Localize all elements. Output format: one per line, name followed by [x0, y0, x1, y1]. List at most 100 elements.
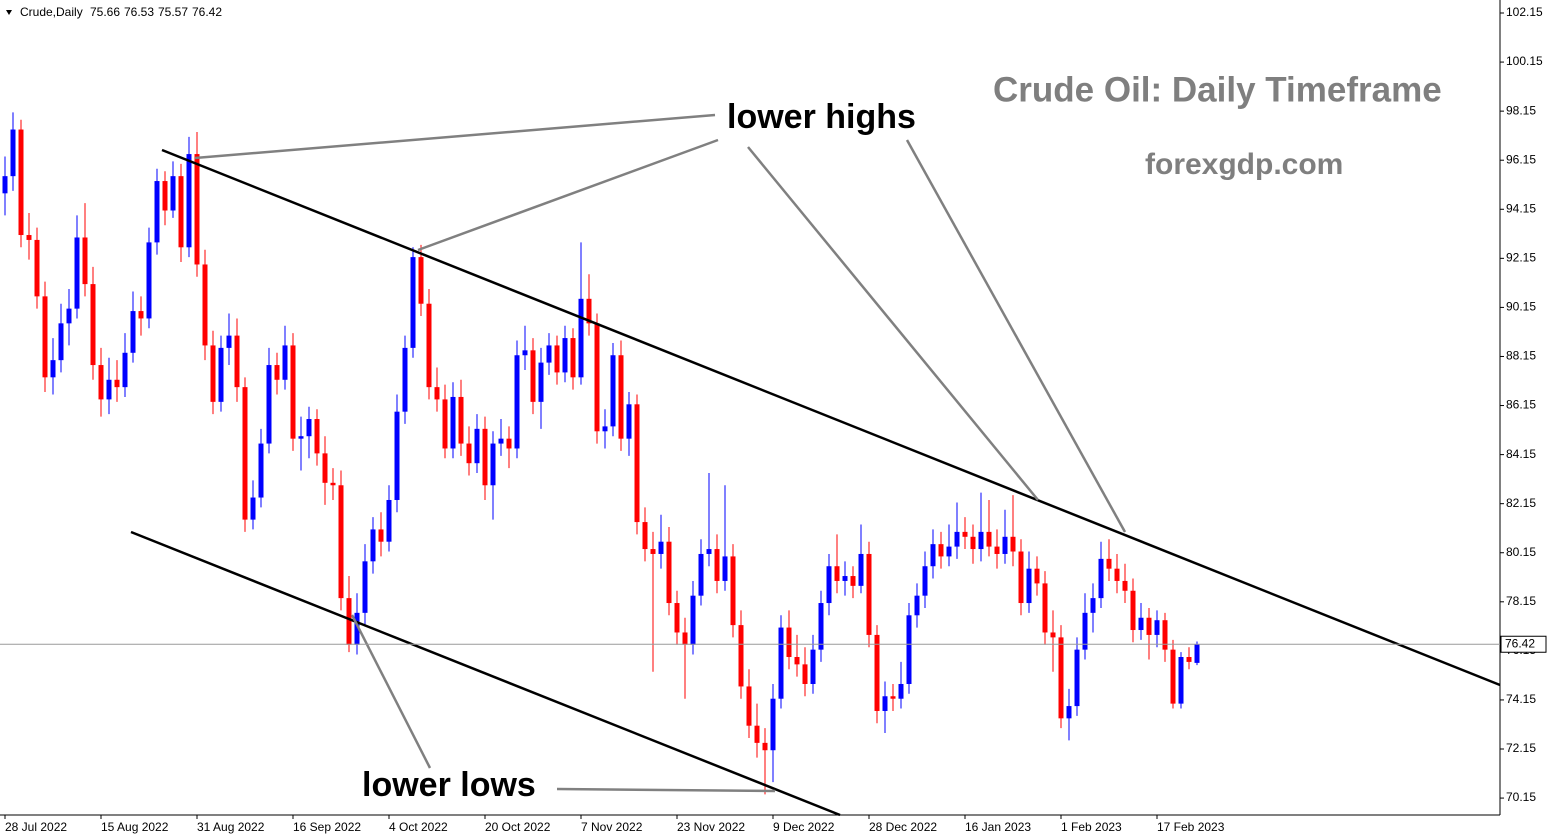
- candle-body: [1034, 568, 1040, 584]
- candle-body: [1146, 617, 1152, 635]
- candle-body: [442, 399, 448, 449]
- candle-body: [826, 566, 832, 604]
- x-tick-label: 31 Aug 2022: [197, 820, 265, 834]
- candle-body: [986, 531, 992, 547]
- candle-body: [802, 664, 808, 684]
- candle-body: [410, 257, 416, 348]
- candle-body: [234, 335, 240, 388]
- y-tick-label: 72.15: [1506, 741, 1536, 755]
- candle-body: [210, 345, 216, 402]
- candle-body: [1090, 598, 1096, 613]
- candle-body: [618, 355, 624, 439]
- candle-body: [282, 345, 288, 380]
- candle-body: [226, 335, 232, 348]
- candle-body: [570, 338, 576, 378]
- pointer-line: [350, 614, 432, 769]
- candle-body: [730, 556, 736, 626]
- candle-body: [530, 350, 536, 402]
- candle-body: [466, 443, 472, 464]
- candle-body: [394, 411, 400, 500]
- candle-body: [290, 345, 296, 439]
- candle-body: [794, 657, 800, 665]
- candle-body: [106, 379, 112, 400]
- candle-body: [546, 345, 552, 363]
- candle-body: [42, 296, 48, 378]
- candle-body: [362, 561, 368, 613]
- candle-body: [666, 541, 672, 604]
- candle-body: [66, 308, 72, 324]
- candle-body: [930, 544, 936, 567]
- candle-body: [98, 365, 104, 400]
- candle-body: [402, 347, 408, 412]
- candle-body: [786, 627, 792, 658]
- x-tick-label: 9 Dec 2022: [773, 820, 835, 834]
- candle-body: [1130, 590, 1136, 631]
- candle-body: [890, 696, 896, 699]
- candle-body: [698, 553, 704, 596]
- candle-body: [1082, 612, 1088, 650]
- y-tick-label: 94.15: [1506, 201, 1536, 215]
- candle-body: [346, 598, 352, 645]
- x-tick-label: 16 Jan 2023: [965, 820, 1031, 834]
- candle-body: [338, 485, 344, 599]
- candle-body: [514, 355, 520, 449]
- candle-body: [506, 438, 512, 449]
- candle-body: [1074, 649, 1080, 707]
- pointer-line: [905, 139, 1127, 533]
- x-tick-label: 28 Jul 2022: [5, 820, 67, 834]
- candle-body: [1058, 637, 1064, 719]
- candle-body: [906, 615, 912, 684]
- candle-body: [578, 298, 584, 378]
- candle-body: [130, 311, 136, 353]
- high-value: 76.53: [124, 5, 154, 19]
- candle-body: [914, 595, 920, 616]
- candle-body: [26, 235, 32, 240]
- candle-body: [642, 522, 648, 550]
- x-tick-label: 28 Dec 2022: [869, 820, 937, 834]
- open-value: 75.66: [90, 5, 120, 19]
- x-tick-label: 23 Nov 2022: [677, 820, 745, 834]
- y-tick-label: 86.15: [1506, 398, 1536, 412]
- candle-body: [690, 595, 696, 645]
- candle-body: [818, 603, 824, 650]
- y-tick-label: 96.15: [1506, 152, 1536, 166]
- candle-body: [138, 311, 144, 319]
- candle-body: [938, 544, 944, 557]
- candle-body: [154, 181, 160, 243]
- price-label-box: [1500, 635, 1547, 653]
- candle-body: [1042, 583, 1048, 633]
- candle-body: [458, 396, 464, 444]
- candle-body: [746, 686, 752, 726]
- y-tick-label: 98.15: [1506, 103, 1536, 117]
- candle-body: [378, 529, 384, 542]
- y-tick-label: 70.15: [1506, 790, 1536, 804]
- candle-body: [1106, 558, 1112, 569]
- x-tick-label: 20 Oct 2022: [485, 820, 551, 834]
- candle-body: [162, 181, 168, 211]
- candle-body: [1170, 649, 1176, 704]
- candle-body: [874, 634, 880, 711]
- candle-body: [1154, 620, 1160, 635]
- candle-body: [386, 499, 392, 542]
- candle-body: [1026, 568, 1032, 604]
- candle-body: [634, 404, 640, 523]
- y-tick-label: 102.15: [1506, 5, 1543, 19]
- candle-body: [298, 436, 304, 439]
- annotation: lower highs: [727, 98, 916, 136]
- close-value: 76.42: [192, 5, 222, 19]
- candle-body: [738, 625, 744, 687]
- candle-body: [962, 531, 968, 537]
- candle-body: [1010, 536, 1016, 552]
- candle-body: [426, 303, 432, 388]
- lower-trendline: [130, 530, 841, 817]
- candle-body: [50, 360, 56, 378]
- candle-body: [170, 176, 176, 211]
- candle-body: [1050, 632, 1056, 638]
- candle-body: [762, 742, 768, 751]
- candle-body: [1002, 536, 1008, 554]
- candle-body: [1178, 657, 1184, 704]
- candle-body: [202, 264, 208, 346]
- y-tick-label: 92.15: [1506, 251, 1536, 265]
- candle-body: [810, 649, 816, 684]
